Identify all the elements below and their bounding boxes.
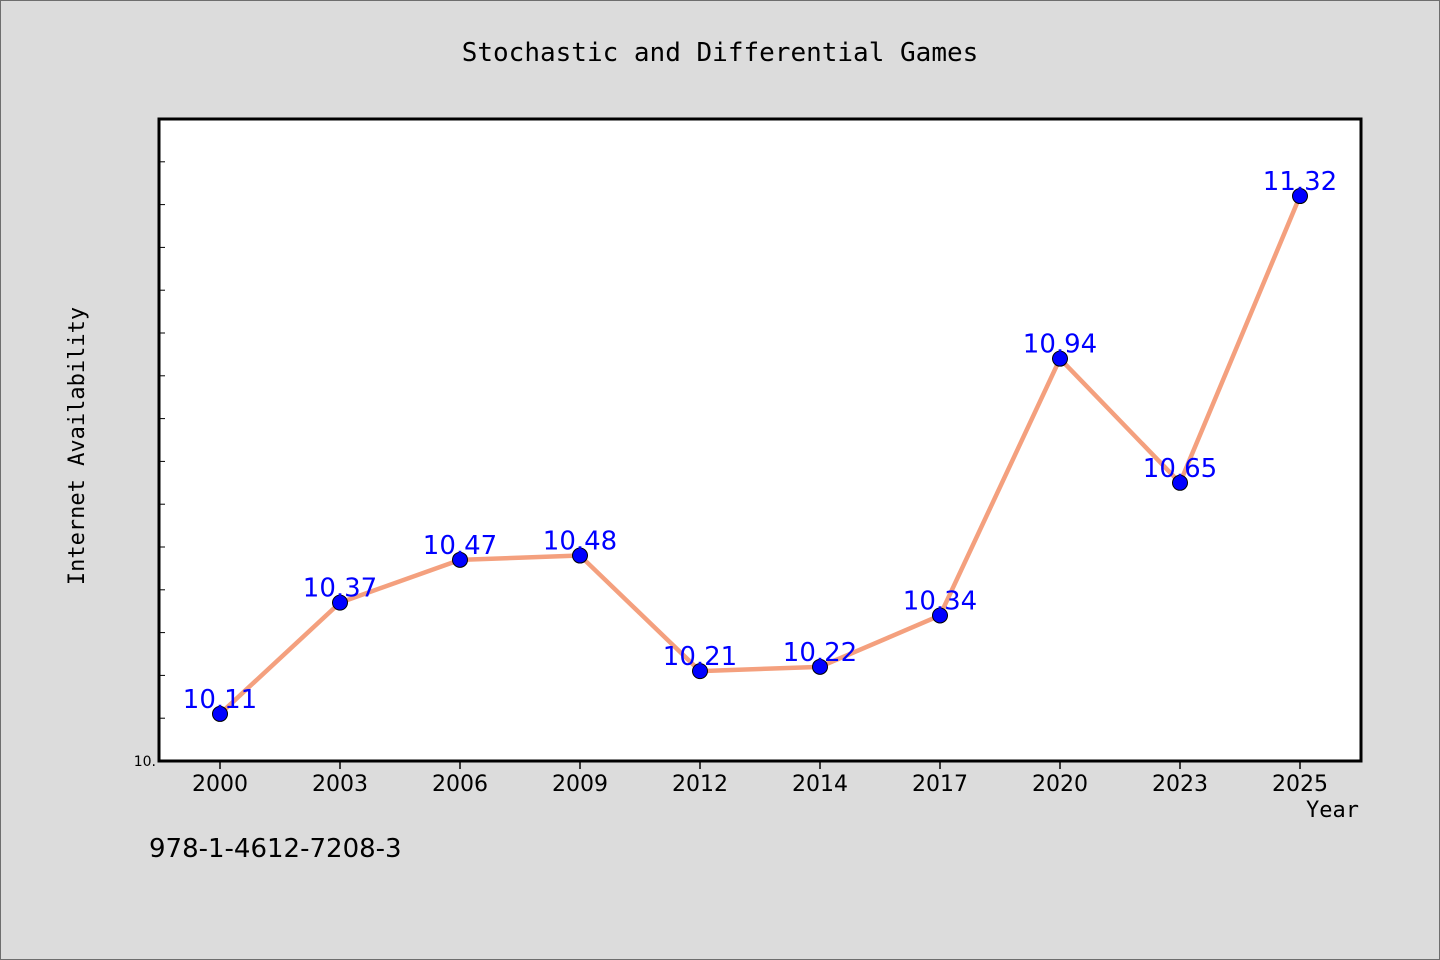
data-label: 10.65 <box>1143 454 1217 484</box>
plot-area <box>157 117 1363 763</box>
data-label: 10.94 <box>1023 330 1097 360</box>
data-label: 10.47 <box>423 531 497 561</box>
data-point <box>692 663 708 680</box>
data-point <box>1172 474 1188 491</box>
data-point <box>452 551 468 568</box>
data-label: 10.34 <box>903 586 977 616</box>
chart-title: Stochastic and Differential Games <box>462 38 979 68</box>
data-point <box>212 705 228 722</box>
isbn-text: 978-1-4612-7208-3 <box>149 834 402 864</box>
x-tick-label: 2006 <box>432 772 488 797</box>
x-tick-label: 2012 <box>672 772 728 797</box>
data-point <box>932 607 948 624</box>
x-axis-label: Year <box>1306 798 1359 823</box>
y-axis-label: Internet Availability <box>65 307 90 585</box>
x-tick-label: 2020 <box>1032 772 1088 797</box>
x-tick-label: 2003 <box>312 772 368 797</box>
data-label: 10.22 <box>783 638 857 668</box>
x-tick-label: 2014 <box>792 772 848 797</box>
x-tick-label: 2017 <box>912 772 968 797</box>
data-point <box>812 658 828 675</box>
y-axis-ticks: 10. <box>134 161 165 770</box>
data-label: 10.48 <box>543 527 617 557</box>
data-point <box>1292 188 1308 205</box>
x-tick-label: 2025 <box>1272 772 1328 797</box>
data-point <box>572 547 588 564</box>
data-label: 11.32 <box>1263 167 1337 197</box>
data-label: 10.11 <box>183 685 257 715</box>
series-layer: 10.11 10.37 10.47 10.48 10.21 10.22 10.34 10.94… <box>183 167 1337 722</box>
data-label: 10.21 <box>663 642 737 672</box>
series-line <box>217 193 1303 717</box>
x-tick-label: 2023 <box>1152 772 1208 797</box>
data-label: 10.37 <box>303 574 377 604</box>
data-point <box>332 594 348 611</box>
y-tick-label: 10. <box>134 754 156 770</box>
x-axis-ticks: 2000 2003 2006 2009 2012 2014 2017 2020 2023 2025 <box>192 761 1328 797</box>
data-point <box>1052 350 1068 367</box>
x-tick-label: 2009 <box>552 772 608 797</box>
x-tick-label: 2000 <box>192 772 248 797</box>
